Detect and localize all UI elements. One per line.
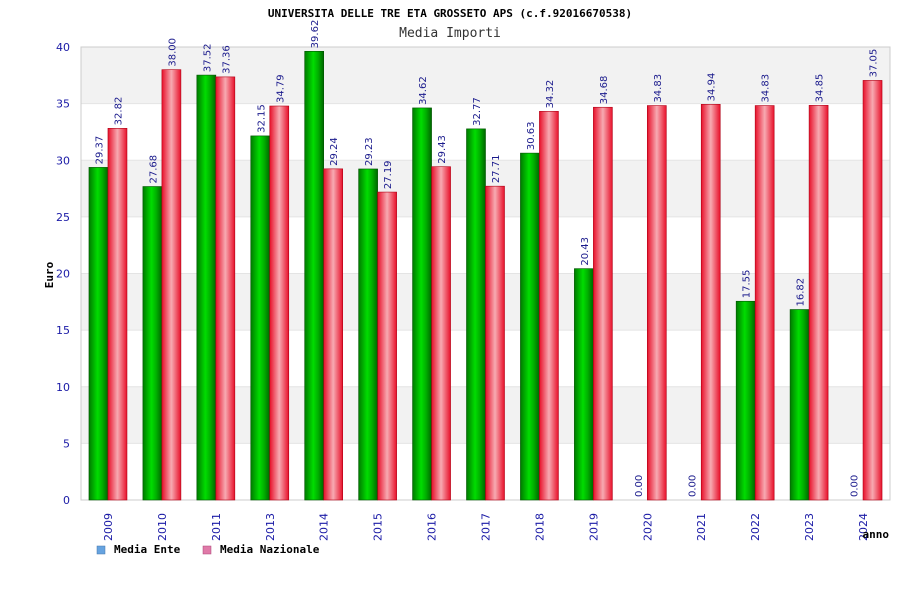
value-label: 37.05 <box>869 49 880 78</box>
y-tick-label: 15 <box>56 324 70 337</box>
legend-swatch-media-ente <box>96 545 106 555</box>
x-tick-label: 2011 <box>210 513 223 541</box>
value-label: 34.83 <box>761 74 772 103</box>
bar-media-ente <box>142 186 163 501</box>
value-label: 0.00 <box>634 475 645 497</box>
chart-subtitle: Media Importi <box>399 26 501 41</box>
value-label: 27.68 <box>148 155 159 184</box>
bar-media-nazionale <box>377 191 397 501</box>
bar-media-ente <box>466 128 486 501</box>
value-label: 34.79 <box>275 74 286 103</box>
x-tick-label: 2019 <box>587 513 600 541</box>
bar-media-nazionale <box>862 80 883 501</box>
legend-label-media-ente: Media Ente <box>114 543 181 556</box>
bar-media-nazionale <box>107 128 128 501</box>
y-tick-label: 20 <box>56 268 70 281</box>
bar-media-ente <box>196 74 217 501</box>
y-tick-label: 10 <box>56 381 70 394</box>
value-label: 17.55 <box>742 270 753 299</box>
value-label: 38.00 <box>167 38 178 67</box>
value-label: 29.43 <box>437 135 448 164</box>
y-tick-label: 30 <box>56 154 70 167</box>
y-tick-label: 40 <box>56 41 70 54</box>
bar-media-nazionale <box>161 69 182 501</box>
bar-media-nazionale <box>646 105 667 501</box>
value-label: 27.19 <box>383 160 394 189</box>
value-label: 29.23 <box>364 137 375 166</box>
value-label: 29.37 <box>94 136 105 165</box>
y-tick-label: 0 <box>63 494 70 507</box>
value-label: 34.94 <box>707 73 718 102</box>
value-label: 34.62 <box>418 76 429 105</box>
x-axis-label: anno <box>863 528 890 541</box>
x-tick-label: 2017 <box>480 513 493 541</box>
value-label: 27.71 <box>491 155 502 184</box>
value-label: 37.36 <box>221 45 232 74</box>
x-tick-label: 2021 <box>695 513 708 541</box>
bar-media-nazionale <box>269 105 290 501</box>
x-tick-label: 2015 <box>372 513 385 541</box>
x-tick-label: 2020 <box>641 513 654 541</box>
chart-title: UNIVERSITA DELLE TRE ETA GROSSETO APS (c… <box>268 7 632 20</box>
bar-media-ente <box>789 309 810 501</box>
y-tick-label: 35 <box>56 98 70 111</box>
x-tick-label: 2009 <box>102 513 115 541</box>
bar-media-nazionale <box>215 76 236 501</box>
bar-media-nazionale <box>539 111 559 501</box>
bar-media-ente <box>520 152 540 501</box>
bar-media-nazionale <box>808 105 829 501</box>
y-tick-label: 25 <box>56 211 70 224</box>
value-label: 34.68 <box>599 76 610 105</box>
x-tick-label: 2018 <box>533 513 546 541</box>
x-tick-label: 2024 <box>857 513 870 541</box>
value-label: 32.82 <box>113 97 124 126</box>
bar-media-ente <box>304 51 325 501</box>
x-tick-label: 2013 <box>264 513 277 541</box>
x-tick-label: 2014 <box>318 513 331 541</box>
bar-media-ente <box>88 167 109 501</box>
bar-media-ente <box>250 135 271 501</box>
value-label: 16.82 <box>796 278 807 307</box>
value-label: 32.77 <box>472 97 483 126</box>
y-tick-label: 5 <box>63 437 70 450</box>
legend-label-media-nazionale: Media Nazionale <box>220 543 320 556</box>
bar-media-ente <box>574 268 594 501</box>
bar-media-ente <box>735 300 756 501</box>
x-tick-label: 2023 <box>803 513 816 541</box>
bar-media-nazionale <box>431 166 451 501</box>
value-label: 34.83 <box>653 74 664 103</box>
x-tick-label: 2010 <box>156 513 169 541</box>
bar-media-nazionale <box>485 185 505 501</box>
bar-media-ente <box>358 168 378 501</box>
bar-media-nazionale <box>700 104 721 501</box>
value-label: 32.15 <box>256 104 267 133</box>
y-axis-label: Euro <box>43 261 56 288</box>
legend-swatch-media-nazionale <box>202 545 212 555</box>
value-label: 29.24 <box>329 137 340 166</box>
y-axis-ticks: 0 5 10 15 20 25 30 35 40 <box>56 41 70 507</box>
x-axis-ticks: 2009 2010 2011 2013 2014 2015 2016 2017 2018 2019… <box>102 513 870 541</box>
value-label: 30.63 <box>526 121 537 150</box>
bar-media-nazionale <box>754 105 775 501</box>
value-label: 0.00 <box>850 475 861 497</box>
value-label: 37.52 <box>202 43 213 72</box>
value-label: 20.43 <box>580 237 591 266</box>
bars <box>88 51 883 501</box>
value-label: 39.62 <box>310 20 321 49</box>
legend: Media Ente Media Nazionale <box>96 543 320 556</box>
bar-media-nazionale <box>323 168 344 501</box>
value-labels: 29.37 32.82 27.68 38.00 37.52 37.36 32.15 34.79… <box>94 20 879 497</box>
value-label: 34.32 <box>545 80 556 109</box>
x-tick-label: 2016 <box>426 513 439 541</box>
x-tick-label: 2022 <box>749 513 762 541</box>
value-label: 34.85 <box>815 74 826 103</box>
bar-media-ente <box>412 107 432 501</box>
bar-media-nazionale <box>593 106 613 501</box>
value-label: 0.00 <box>688 475 699 497</box>
